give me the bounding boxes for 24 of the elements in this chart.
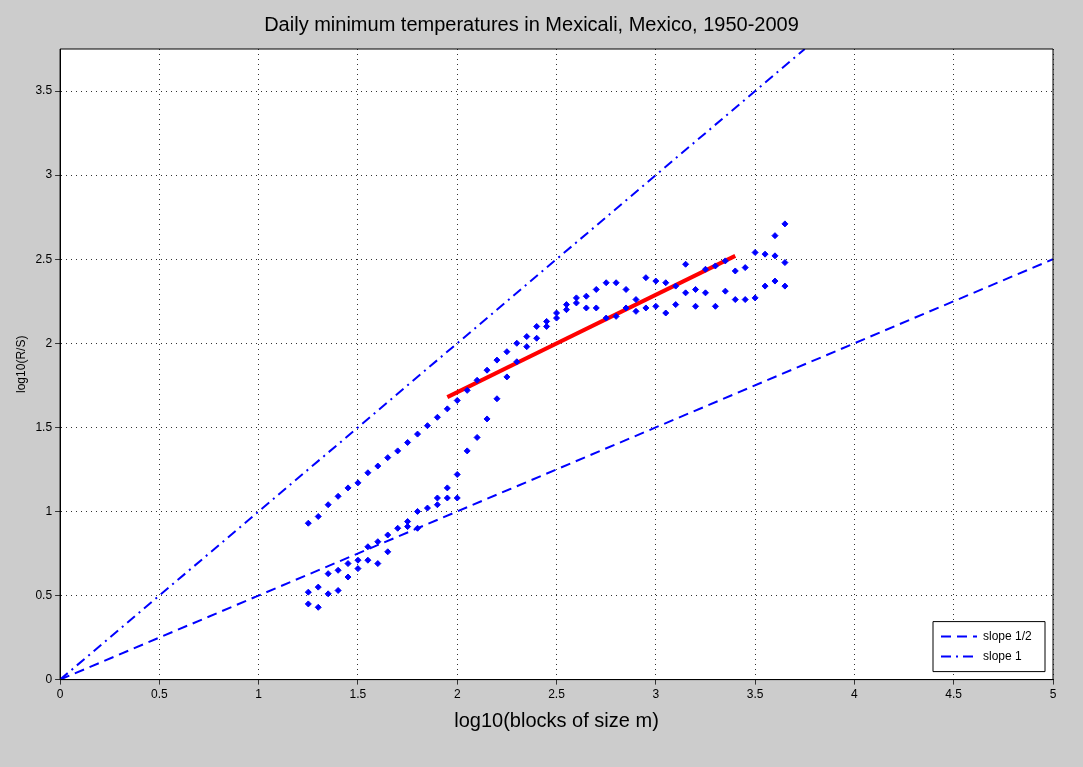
y-tick-label: 1.5 xyxy=(35,419,53,434)
x-tick-label: 0.5 xyxy=(151,687,169,702)
x-tick-label: 1.5 xyxy=(349,687,367,702)
x-axis-title: log10(blocks of size m) xyxy=(454,708,659,731)
x-tick-label: 2.5 xyxy=(548,687,566,702)
y-tick-label: 1 xyxy=(45,503,53,518)
x-tick-label: 4 xyxy=(851,687,859,702)
legend-label: slope 1 xyxy=(983,648,1023,663)
chart-title: Daily minimum temperatures in Mexicali, Mexico, 1950-2009 xyxy=(264,12,799,35)
x-tick-label: 1 xyxy=(255,687,263,702)
y-tick-label: 0 xyxy=(45,671,53,686)
x-tick-label: 5 xyxy=(1049,687,1057,702)
x-tick-label: 3 xyxy=(652,687,660,702)
y-tick-label: 2 xyxy=(45,335,53,350)
y-tick-label: 3 xyxy=(45,167,53,182)
y-tick-label: 2.5 xyxy=(35,251,53,266)
x-tick-label: 4.5 xyxy=(945,687,963,702)
legend-label: slope 1/2 xyxy=(983,628,1033,643)
y-tick-label: 3.5 xyxy=(35,83,53,98)
x-tick-label: 0 xyxy=(56,687,64,702)
x-tick-label: 3.5 xyxy=(746,687,764,702)
y-axis-title: log10(R/S) xyxy=(13,335,28,393)
x-tick-label: 2 xyxy=(453,687,461,702)
y-tick-label: 0.5 xyxy=(35,587,53,602)
